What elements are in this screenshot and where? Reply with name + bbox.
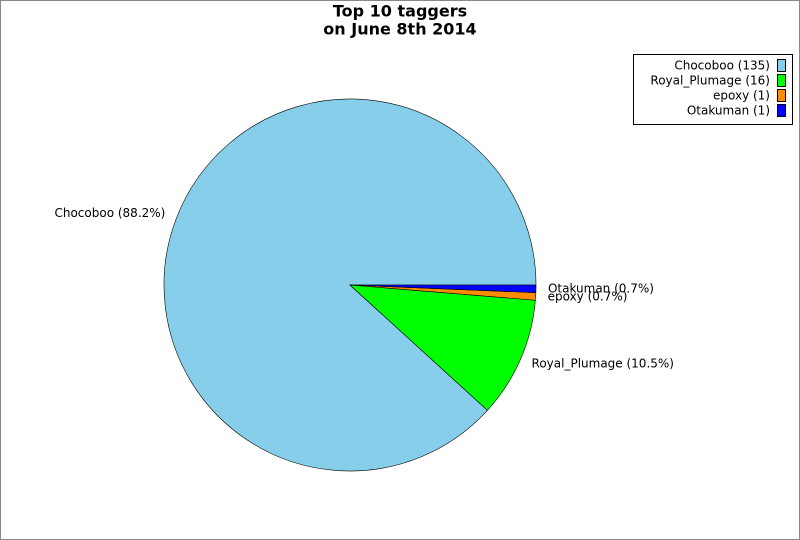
legend-swatch [777, 59, 786, 72]
pie-slice [349, 284, 536, 411]
legend-swatch [777, 74, 786, 87]
legend-label: epoxy (1) [713, 89, 770, 103]
slice-label: Chocoboo (88.2%) [54, 206, 165, 220]
legend-box [633, 54, 793, 125]
legend-swatch [777, 104, 786, 117]
legend-label: Chocoboo (135) [674, 59, 770, 73]
chart-title: Top 10 taggers [333, 2, 467, 21]
legend-swatch [777, 89, 786, 102]
slice-label: Royal_Plumage (10.5%) [532, 357, 674, 371]
chart-title: on June 8th 2014 [323, 20, 476, 39]
slice-label: Otakuman (0.7%) [548, 282, 654, 296]
slice-label: epoxy (0.7%) [548, 290, 628, 304]
pie-slice [349, 284, 537, 293]
legend-label: Otakuman (1) [687, 104, 770, 118]
legend-label: Royal_Plumage (16) [650, 74, 770, 88]
